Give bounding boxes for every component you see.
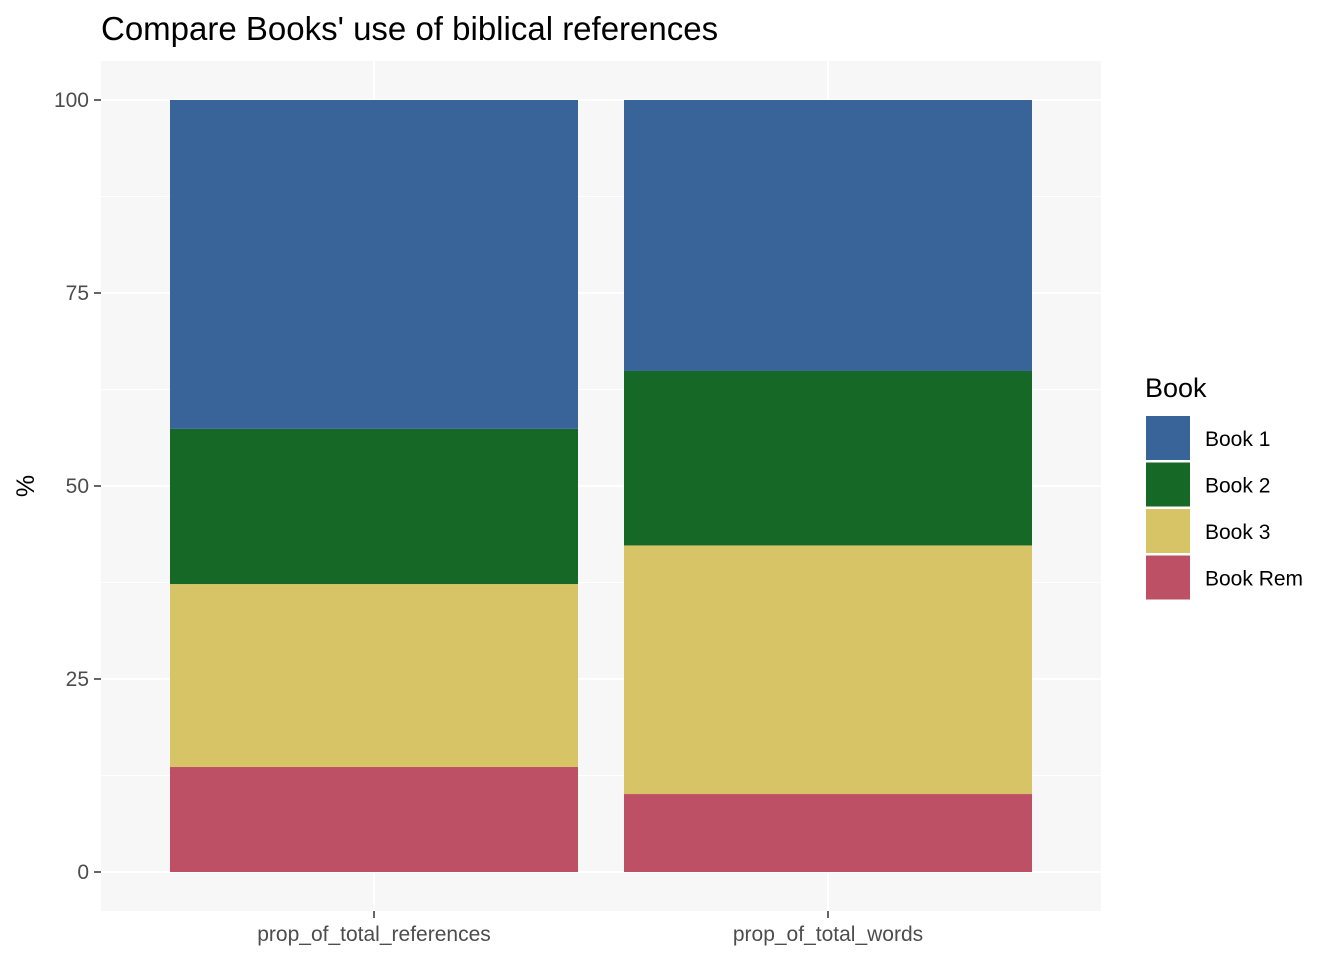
bar-segment <box>170 428 578 585</box>
legend-swatch <box>1146 555 1190 600</box>
legend-label: Book 3 <box>1205 521 1270 544</box>
bars-layer <box>170 100 1032 872</box>
bar-segment <box>170 767 578 872</box>
bar-segment <box>170 100 578 429</box>
legend-swatch <box>1146 509 1190 553</box>
y-tick-label: 0 <box>77 861 89 884</box>
legend-label: Book 2 <box>1205 475 1270 498</box>
y-tick-label: 25 <box>66 668 89 691</box>
legend-swatch <box>1146 416 1190 460</box>
y-axis-title: % <box>12 475 40 497</box>
y-tick-label: 75 <box>66 282 89 305</box>
legend-title: Book <box>1145 373 1207 403</box>
axes-layer: 0 25 50 75 100 prop_of_total_references prop_o… <box>54 89 923 946</box>
legend-swatch <box>1146 462 1190 507</box>
y-tick-label: 50 <box>66 475 89 498</box>
bar-segment <box>624 100 1032 371</box>
bar-segment <box>624 794 1032 872</box>
x-tick-label: prop_of_total_words <box>733 923 923 946</box>
legend-label: Book Rem <box>1205 568 1303 591</box>
legend-label: Book 1 <box>1205 428 1270 451</box>
bar-segment <box>624 545 1032 795</box>
chart-title: Compare Books' use of biblical reference… <box>101 10 718 47</box>
y-tick-label: 100 <box>54 89 89 112</box>
legend: Book Book 1 Book 2 Book 3 Book Rem <box>1145 373 1303 600</box>
x-tick-label: prop_of_total_references <box>257 923 491 946</box>
bar-segment <box>624 370 1032 546</box>
bar-segment <box>170 584 578 768</box>
